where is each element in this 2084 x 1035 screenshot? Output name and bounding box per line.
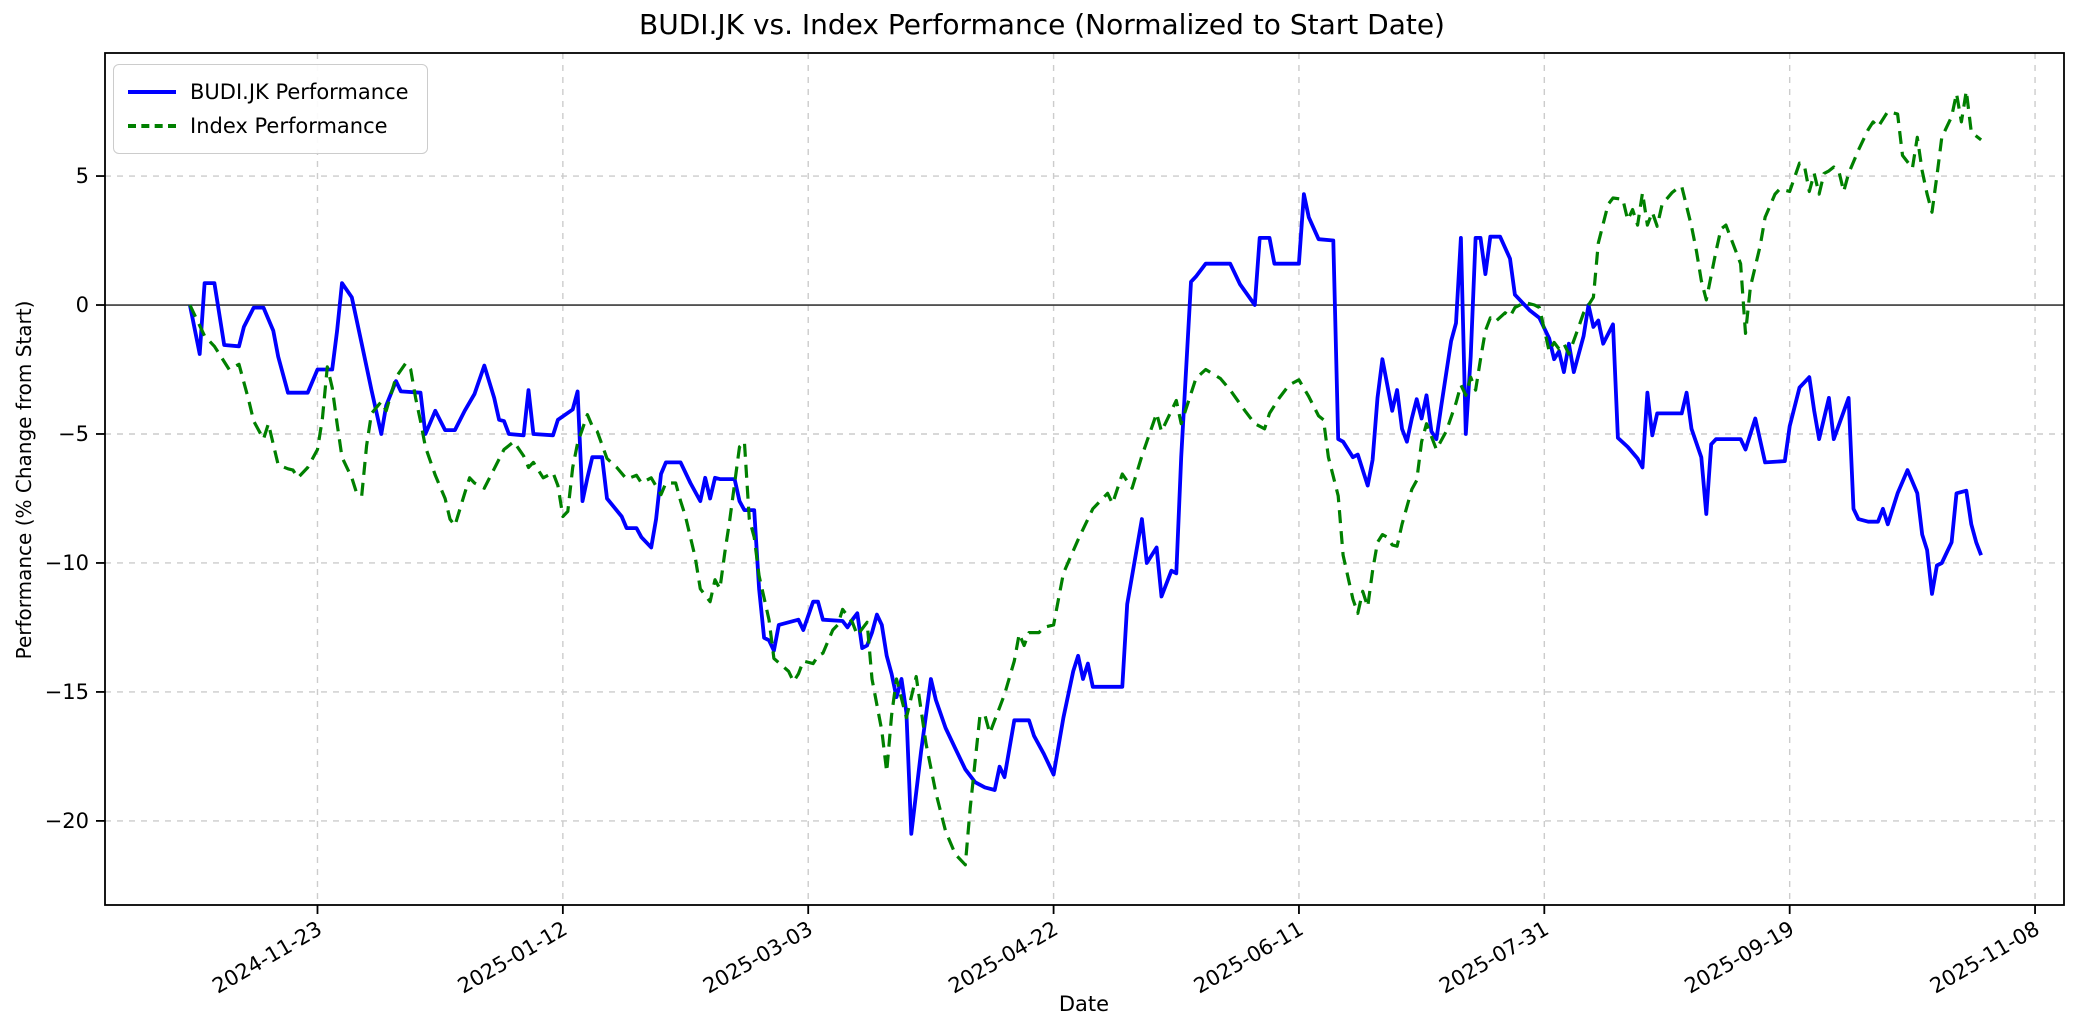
x-axis-label: Date xyxy=(1058,992,1110,1016)
x-tick-label: 2025-09-19 xyxy=(1680,917,1798,999)
budi-line-swatch-icon xyxy=(128,90,176,94)
legend: BUDI.JK Performance Index Performance xyxy=(113,64,428,154)
y-tick-label: −5 xyxy=(58,422,89,446)
y-tick-label: 5 xyxy=(76,164,89,188)
x-tick-label: 2025-01-12 xyxy=(454,917,572,999)
index-line-swatch-icon xyxy=(128,124,176,128)
y-tick-label: 0 xyxy=(76,293,89,317)
y-tick-label: −10 xyxy=(45,551,89,575)
legend-label-index: Index Performance xyxy=(190,114,388,138)
legend-label-budi: BUDI.JK Performance xyxy=(190,80,409,104)
legend-item-index: Index Performance xyxy=(128,109,409,143)
legend-item-budi: BUDI.JK Performance xyxy=(128,75,409,109)
x-tick-label: 2025-03-03 xyxy=(699,917,817,999)
x-tick-label: 2025-07-31 xyxy=(1435,917,1553,999)
chart-title: BUDI.JK vs. Index Performance (Normalize… xyxy=(639,8,1445,41)
y-axis-label: Performance (% Change from Start) xyxy=(12,300,36,660)
plot-border xyxy=(104,52,2065,906)
y-tick-label: −20 xyxy=(45,809,89,833)
x-tick-label: 2025-11-08 xyxy=(1926,917,2044,999)
x-tick-label: 2025-04-22 xyxy=(944,917,1062,999)
y-tick-label: −15 xyxy=(45,680,89,704)
budi-series-line xyxy=(188,192,1983,836)
x-tick-label: 2025-06-11 xyxy=(1190,917,1308,999)
index-series-line xyxy=(188,89,1983,867)
x-tick-label: 2024-11-23 xyxy=(208,917,326,999)
